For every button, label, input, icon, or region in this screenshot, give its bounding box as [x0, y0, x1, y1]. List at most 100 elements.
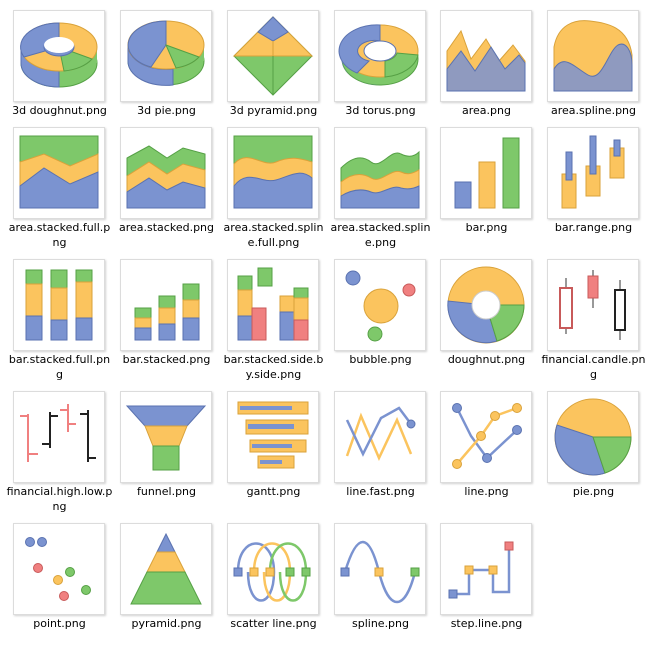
file-tile[interactable]: scatter line.png	[220, 513, 327, 641]
3d-doughnut-chart-icon	[20, 22, 98, 88]
file-tile[interactable]: area.stacked.png	[113, 117, 220, 245]
file-name-label[interactable]: pyramid.png	[131, 617, 202, 630]
file-thumbnail[interactable]	[547, 391, 639, 483]
file-tile[interactable]: pyramid.png	[113, 513, 220, 641]
file-thumbnail[interactable]	[440, 391, 532, 483]
file-name-label[interactable]: line.png	[464, 485, 509, 498]
file-name-label[interactable]: financial.high.low.png	[6, 485, 113, 513]
file-thumbnail[interactable]	[334, 10, 426, 102]
file-tile[interactable]: area.spline.png	[540, 0, 647, 128]
file-name-label[interactable]: area.spline.png	[550, 104, 637, 117]
area-chart-icon	[446, 29, 526, 92]
file-thumbnail[interactable]	[334, 259, 426, 351]
file-thumbnail[interactable]	[334, 391, 426, 483]
file-thumbnail[interactable]	[120, 10, 212, 102]
file-thumbnail[interactable]	[547, 10, 639, 102]
file-tile[interactable]: bar.range.png	[540, 117, 647, 245]
file-tile[interactable]: bar.stacked.png	[113, 249, 220, 377]
file-thumbnail[interactable]	[227, 259, 319, 351]
file-name-label[interactable]: bar.stacked.side.by.side.png	[223, 353, 324, 381]
file-thumbnail[interactable]	[227, 523, 319, 615]
financial-candle-chart-icon	[559, 270, 626, 340]
file-thumbnail[interactable]	[440, 10, 532, 102]
file-name-label[interactable]: spline.png	[352, 617, 409, 630]
file-thumbnail[interactable]	[440, 523, 532, 615]
pie-chart-icon	[554, 398, 632, 476]
file-tile[interactable]: pie.png	[540, 381, 647, 509]
file-thumbnail[interactable]	[334, 523, 426, 615]
file-name-label[interactable]: bar.range.png	[554, 221, 633, 234]
file-tile[interactable]: 3d pyramid.png	[220, 0, 327, 128]
file-thumbnail[interactable]	[227, 391, 319, 483]
bubble-chart-icon	[345, 270, 416, 342]
file-tile[interactable]: bar.stacked.side.by.side.png	[220, 249, 327, 381]
file-tile[interactable]: area.png	[433, 0, 540, 128]
file-name-label[interactable]: bar.stacked.full.png	[8, 353, 111, 381]
file-name-label[interactable]: area.png	[462, 104, 511, 117]
file-tile[interactable]: bar.png	[433, 117, 540, 245]
file-thumbnail[interactable]	[13, 10, 105, 102]
file-name-label[interactable]: bar.stacked.png	[122, 353, 211, 366]
file-tile[interactable]: doughnut.png	[433, 249, 540, 377]
file-name-label[interactable]: point.png	[33, 617, 86, 630]
file-name-label[interactable]: scatter line.png	[230, 617, 317, 630]
file-thumbnail[interactable]	[547, 127, 639, 219]
funnel-chart-icon	[125, 405, 207, 471]
file-tile[interactable]: gantt.png	[220, 381, 327, 509]
file-name-label[interactable]: 3d pyramid.png	[229, 104, 318, 117]
pyramid-chart-icon	[130, 532, 202, 605]
file-name-label[interactable]: 3d torus.png	[345, 104, 416, 117]
file-name-label[interactable]: area.stacked.spline.full.png	[223, 221, 324, 249]
file-name-label[interactable]: 3d doughnut.png	[12, 104, 107, 117]
file-tile[interactable]: 3d doughnut.png	[6, 0, 113, 128]
file-name-label[interactable]: funnel.png	[136, 485, 197, 498]
file-thumbnail[interactable]	[13, 523, 105, 615]
file-tile[interactable]: area.stacked.spline.full.png	[220, 117, 327, 249]
file-name-label[interactable]: step.line.png	[450, 617, 523, 630]
file-thumbnail[interactable]	[120, 127, 212, 219]
file-tile[interactable]: 3d torus.png	[327, 0, 434, 128]
file-name-label[interactable]: financial.candle.png	[541, 353, 646, 381]
file-thumbnail[interactable]	[13, 127, 105, 219]
file-name-label[interactable]: bubble.png	[349, 353, 412, 366]
3d-pyramid-chart-icon	[232, 16, 314, 96]
file-tile[interactable]: step.line.png	[433, 513, 540, 641]
file-tile[interactable]: area.stacked.full.png	[6, 117, 113, 249]
file-thumbnail[interactable]	[334, 127, 426, 219]
file-tile[interactable]: financial.high.low.png	[6, 381, 113, 513]
file-tile[interactable]: line.png	[433, 381, 540, 509]
file-thumbnail[interactable]	[13, 259, 105, 351]
file-tile[interactable]: line.fast.png	[327, 381, 434, 509]
file-thumbnail[interactable]	[547, 259, 639, 351]
file-thumbnail[interactable]	[120, 259, 212, 351]
file-tile[interactable]: bubble.png	[327, 249, 434, 377]
file-thumbnail[interactable]	[440, 127, 532, 219]
file-tile[interactable]: point.png	[6, 513, 113, 641]
line-fast-chart-icon	[345, 406, 416, 462]
file-thumbnail[interactable]	[227, 127, 319, 219]
file-name-label[interactable]: bar.png	[465, 221, 508, 234]
file-tile[interactable]: 3d pie.png	[113, 0, 220, 128]
file-name-label[interactable]: area.stacked.spline.png	[330, 221, 431, 249]
file-tile[interactable]: bar.stacked.full.png	[6, 249, 113, 381]
file-tile[interactable]: area.stacked.spline.png	[327, 117, 434, 249]
file-tile[interactable]: spline.png	[327, 513, 434, 641]
file-tile[interactable]: financial.candle.png	[540, 249, 647, 381]
file-thumbnail[interactable]	[120, 523, 212, 615]
file-thumbnail[interactable]	[13, 391, 105, 483]
file-name-label[interactable]: line.fast.png	[346, 485, 415, 498]
file-thumbnail[interactable]	[227, 10, 319, 102]
file-name-label[interactable]: area.stacked.png	[118, 221, 215, 234]
file-tile[interactable]: funnel.png	[113, 381, 220, 509]
file-name-label[interactable]: gantt.png	[246, 485, 301, 498]
area-stacked-full-chart-icon	[19, 135, 99, 209]
file-thumbnail[interactable]	[120, 391, 212, 483]
file-name-label[interactable]: pie.png	[572, 485, 615, 498]
file-name-label[interactable]: 3d pie.png	[137, 104, 196, 117]
file-thumbnail[interactable]	[440, 259, 532, 351]
file-name-label[interactable]: area.stacked.full.png	[8, 221, 111, 249]
bar-stacked-side-by-side-chart-icon	[237, 267, 309, 341]
gantt-chart-icon	[237, 401, 309, 469]
file-name-label[interactable]: doughnut.png	[447, 353, 526, 366]
area-stacked-spline-chart-icon	[340, 150, 420, 209]
